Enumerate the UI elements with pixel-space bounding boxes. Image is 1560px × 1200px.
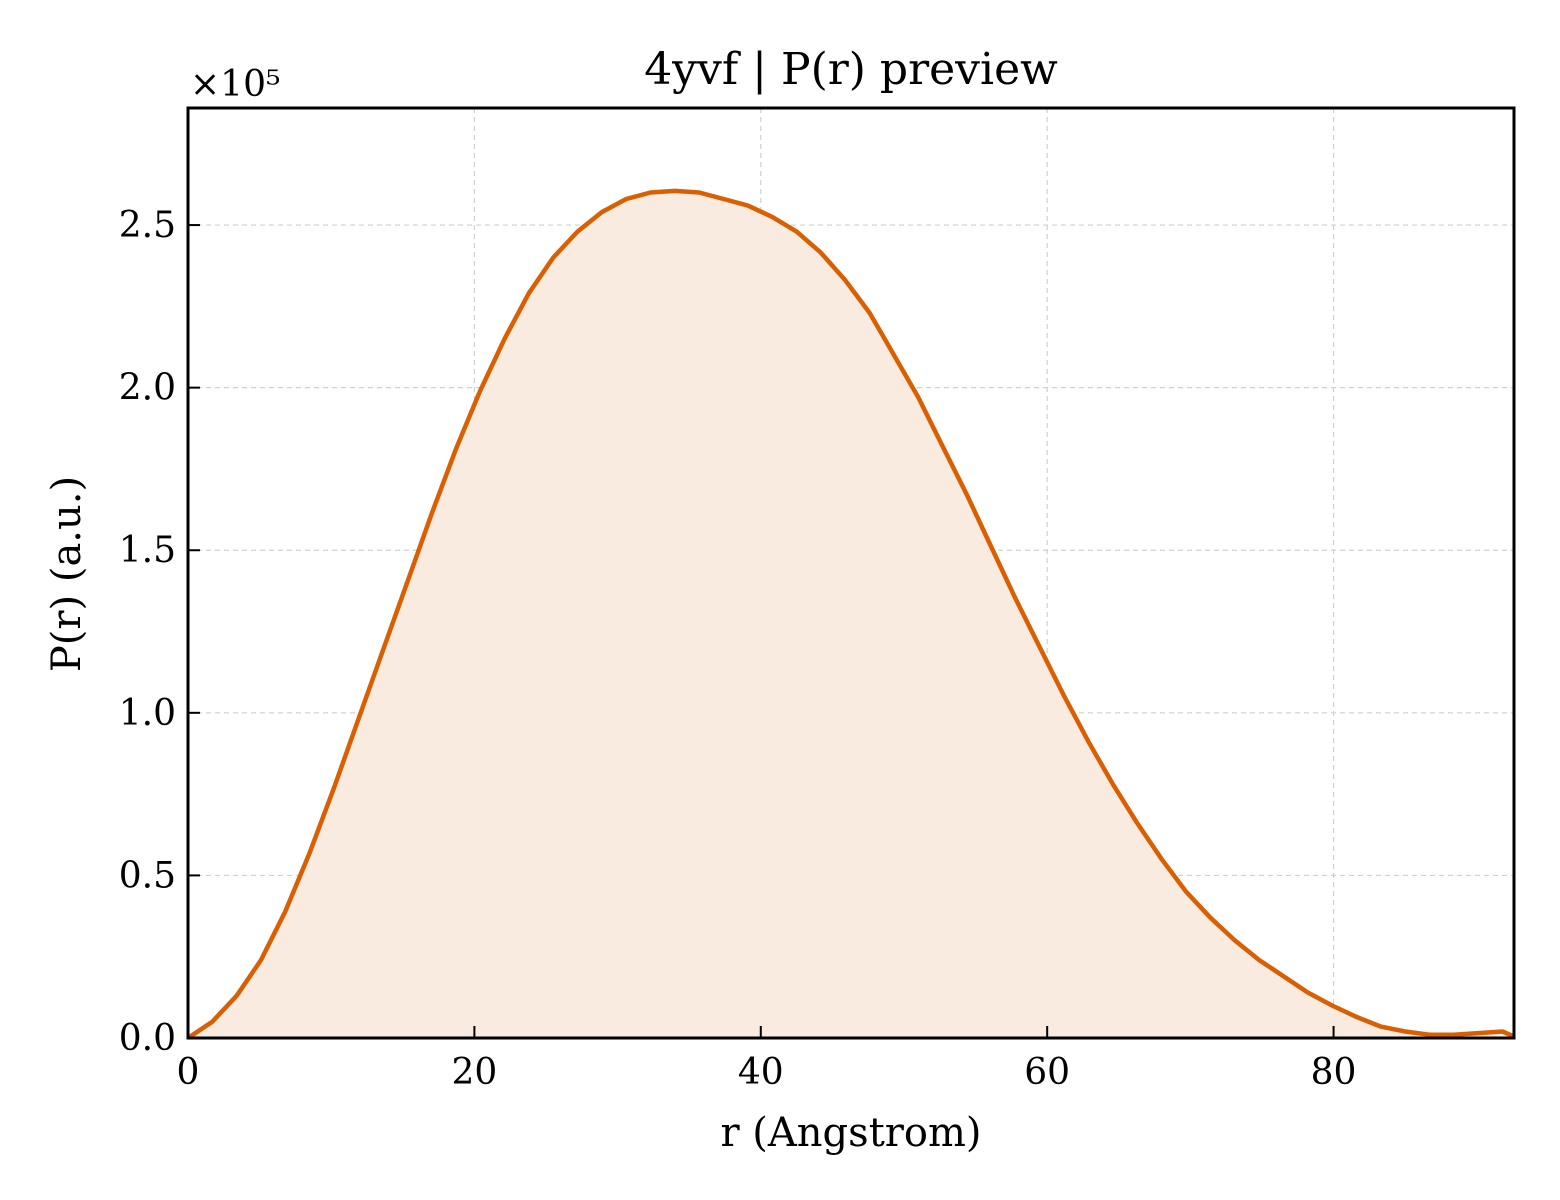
x-tick-label: 40: [738, 1052, 784, 1093]
area-fill: [188, 190, 1514, 1038]
y-tick-label: 1.5: [119, 530, 176, 571]
y-tick-label: 1.0: [119, 693, 176, 734]
y-axis-title: P(r) (a.u.): [44, 476, 90, 672]
x-tick-label: 80: [1311, 1052, 1357, 1093]
plot-frame: [186, 106, 1516, 1040]
x-tick-label: 20: [451, 1052, 497, 1093]
x-tick-label: 60: [1024, 1052, 1070, 1093]
ticks: 0 20 40 60 80 0.0 0.5 1.0 1.5 2.0 2.5: [119, 205, 1357, 1093]
x-tick-label: 0: [177, 1052, 200, 1093]
chart-title: 4yvf | P(r) preview: [644, 44, 1058, 95]
series-line: [186, 188, 1515, 1040]
y-tick-label: 0.5: [119, 855, 176, 896]
y-tick-label: 2.0: [119, 368, 176, 409]
y-tick-label: 0.0: [119, 1018, 176, 1059]
x-axis-title: r (Angstrom): [720, 1110, 981, 1156]
y-scale-multiplier: ×10⁵: [190, 64, 280, 105]
y-tick-label: 2.5: [119, 205, 176, 246]
